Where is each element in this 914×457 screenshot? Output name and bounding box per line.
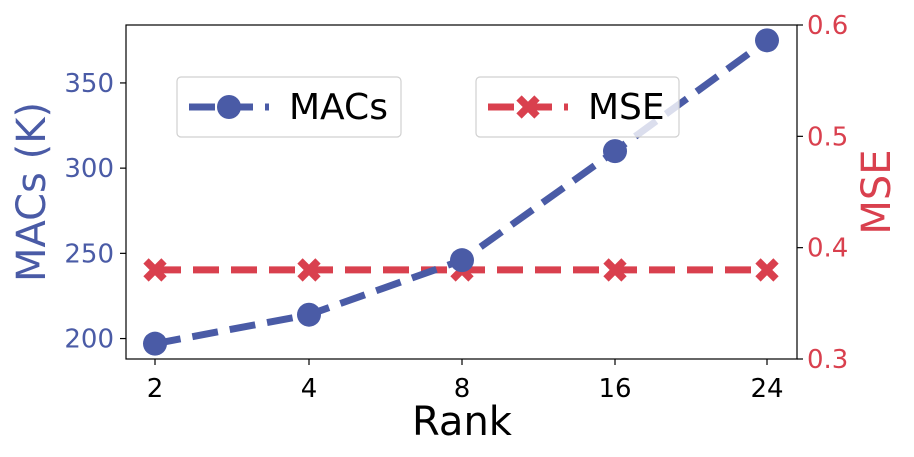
y-axis-right-label: MSE: [854, 149, 900, 234]
data-point-mse: [297, 258, 321, 282]
data-point-macs: [143, 331, 167, 356]
y-right-tick-label: 0.5: [807, 122, 848, 152]
data-point-mse: [603, 258, 627, 282]
legend-label: MACs: [289, 87, 388, 128]
y-right-tick-label: 0.3: [807, 345, 848, 375]
data-point-macs: [297, 302, 321, 327]
data-point-macs: [603, 139, 627, 164]
y-left-tick-label: 250: [64, 239, 114, 269]
legend-box: [176, 76, 402, 138]
data-point-macs: [755, 28, 779, 53]
y-right-tick-label: 0.6: [807, 11, 848, 41]
legend-marker: [516, 95, 540, 119]
x-axis-label: Rank: [412, 399, 513, 445]
legend-label: MSE: [588, 87, 665, 128]
y-left-tick-label: 300: [64, 154, 114, 184]
data-point-mse: [755, 258, 779, 282]
y-right-tick-label: 0.4: [807, 234, 848, 264]
data-point-mse: [143, 258, 167, 282]
legend-entry-mse: MSE: [475, 76, 680, 138]
y-axis-left-label: MACs (K): [9, 102, 55, 282]
legend-box: [475, 76, 680, 138]
x-tick-label: 24: [750, 374, 783, 404]
series-layer: [143, 28, 779, 356]
legend: MACs MSE: [176, 76, 680, 138]
legend-entry-macs: MACs: [176, 76, 402, 138]
plot-frame: [125, 24, 798, 360]
x-tick-label: 4: [301, 374, 318, 404]
x-tick-label: 8: [454, 374, 471, 404]
x-tick-label: 16: [598, 374, 631, 404]
y-left-tick-label: 350: [64, 69, 114, 99]
legend-marker: [217, 95, 241, 119]
x-tick-label: 2: [147, 374, 164, 404]
y-left-tick-label: 200: [64, 325, 114, 355]
data-point-macs: [450, 248, 474, 273]
